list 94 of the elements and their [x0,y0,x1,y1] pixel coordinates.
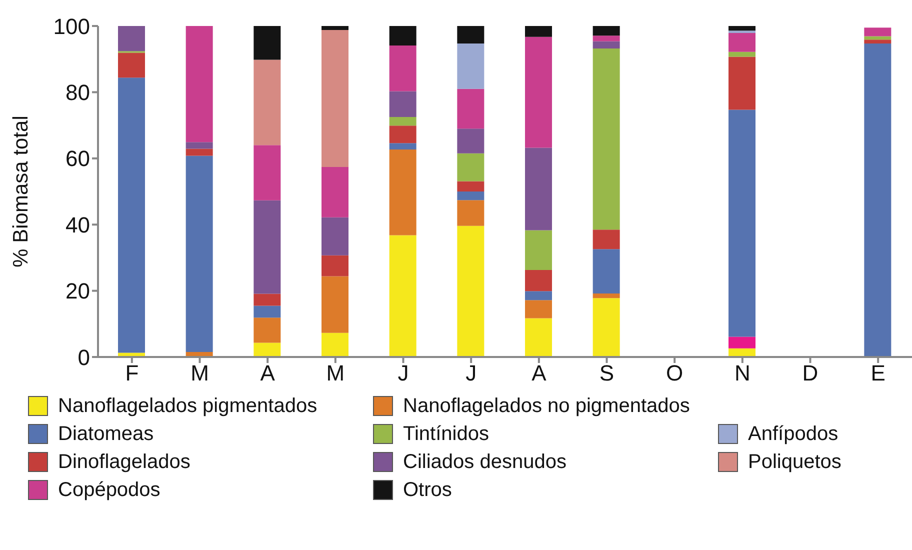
bar [389,117,416,126]
bar [525,318,552,357]
bar [254,318,281,343]
bar [118,52,145,78]
bar [592,48,620,230]
y-tick-label: 20 [66,278,90,304]
bar [389,91,416,118]
bar [592,230,620,250]
bar [254,200,281,294]
bar [389,46,416,92]
bar [457,26,484,44]
bar [728,336,756,348]
bar [525,36,552,148]
bar [864,28,892,36]
x-tick-label: O [666,360,684,386]
bar [389,149,416,236]
bar [592,298,620,357]
bar [525,300,552,318]
x-tick-label: S [599,360,614,386]
legend-label: Poliquetos [748,450,842,474]
y-axis-title: % Biomasa total [9,116,32,268]
legend-label: Ciliados desnudos [403,450,566,474]
x-tick-label: M [326,360,345,386]
bar [254,294,281,306]
y-tick-label: 100 [53,14,90,39]
bar [592,36,620,42]
bar [457,226,484,357]
bar [728,56,756,110]
bar [186,148,213,156]
bar [457,200,484,226]
bar [525,26,552,37]
bar [186,26,213,142]
legend-label: Otros [403,478,452,502]
bar [728,26,756,31]
bar [728,52,756,57]
bar [118,78,145,353]
bar [322,30,348,168]
bar [186,142,213,149]
x-tick-label: J [466,360,477,386]
bar [864,44,892,357]
y-tick-label: 80 [66,80,90,106]
bar [118,26,145,52]
y-tick-label: 0 [78,344,90,370]
x-tick-label: D [802,360,818,386]
bar [457,128,484,154]
bar [457,88,484,129]
bar [864,36,892,40]
bar [254,145,281,200]
bar [186,156,213,352]
x-tick-label: F [125,360,139,386]
legend-label: Diatomeas [58,422,154,446]
bar [592,293,620,298]
bar [525,148,552,230]
bar [728,110,756,337]
bar [322,217,348,256]
bar [864,40,892,44]
legend-label: Tintínidos [403,422,489,446]
x-tick-label: J [398,360,409,386]
bar [389,143,416,150]
bar [322,332,348,357]
y-tick-label: 40 [66,212,90,238]
x-tick-label: A [260,360,276,386]
x-tick-label: E [870,360,886,386]
bar [525,291,552,300]
bar [254,60,281,146]
bar [592,249,620,294]
bar [254,342,281,357]
x-tick-label: N [734,360,750,386]
legend-label: Nanoflagelados pigmentados [58,394,318,418]
bar [254,306,281,318]
bar [525,230,552,270]
bar [457,181,484,192]
legend-label: Nanoflagelados no pigmentados [403,394,690,418]
bar [592,41,620,49]
bar [728,32,756,52]
y-tick-label: 60 [66,146,90,172]
bar [457,192,484,200]
bar [457,153,484,182]
x-tick-label: A [532,360,547,386]
bar [254,26,281,60]
legend-label: Copépodos [58,478,160,502]
bar [592,26,620,36]
x-tick-label: M [190,360,209,386]
bar [322,255,348,276]
bar [322,167,348,218]
bar [389,26,416,46]
bar [322,26,348,30]
legend-label: Dinoflagelados [58,450,190,474]
bar [322,276,348,333]
bar [525,270,552,292]
bar [389,235,416,357]
legend-label: Anfípodos [748,422,838,446]
bar [389,126,416,144]
bar [457,44,484,89]
